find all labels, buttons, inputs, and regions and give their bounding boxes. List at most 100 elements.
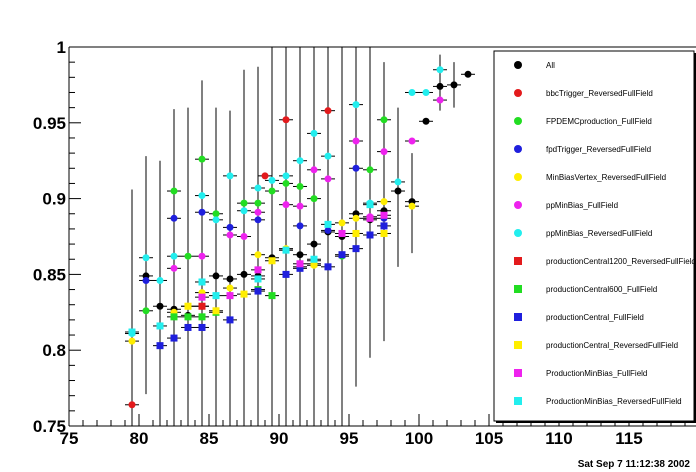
- data-point: [198, 278, 206, 286]
- data-point: [352, 164, 360, 172]
- data-point: [198, 155, 206, 163]
- y-tick-label: 0.75: [33, 417, 66, 436]
- legend-marker: [514, 173, 522, 181]
- data-point: [212, 307, 220, 315]
- x-tick-label: 90: [270, 429, 289, 448]
- data-point: [128, 401, 136, 409]
- data-point: [254, 251, 262, 259]
- data-point: [240, 207, 248, 215]
- y-tick-label: 0.95: [33, 114, 66, 133]
- data-point: [184, 313, 192, 321]
- legend-marker: [514, 61, 522, 69]
- data-point: [268, 257, 276, 265]
- data-point: [170, 214, 178, 222]
- data-point: [394, 178, 402, 186]
- data-point: [366, 166, 374, 174]
- data-point: [436, 82, 444, 90]
- x-tick-label: 100: [405, 429, 433, 448]
- data-point: [254, 216, 262, 224]
- legend-label: ProductionMinBias_ReversedFullField: [546, 397, 682, 406]
- data-point: [296, 260, 304, 268]
- x-tick-label: 110: [545, 429, 572, 448]
- data-point: [380, 229, 388, 237]
- data-point: [212, 292, 220, 300]
- x-tick-label: 115: [615, 429, 642, 448]
- data-point: [198, 313, 206, 321]
- data-point: [282, 270, 290, 278]
- data-point: [310, 260, 318, 268]
- data-point: [170, 252, 178, 260]
- data-point: [268, 292, 276, 300]
- data-point: [366, 214, 374, 222]
- data-point: [170, 187, 178, 195]
- data-point: [282, 201, 290, 209]
- data-point: [128, 337, 136, 345]
- data-point: [408, 88, 416, 96]
- data-point: [184, 252, 192, 260]
- data-point: [198, 323, 206, 331]
- data-point: [450, 81, 458, 89]
- x-tick-label: 75: [60, 429, 79, 448]
- data-point: [408, 137, 416, 145]
- legend-label: bbcTrigger_ReversedFullField: [546, 89, 653, 98]
- data-point: [226, 275, 234, 283]
- x-tick-label: 85: [200, 429, 219, 448]
- data-point: [352, 101, 360, 109]
- data-point: [422, 117, 430, 125]
- legend-label: ppMinBias_FullField: [546, 201, 618, 210]
- legend-box: [493, 50, 695, 422]
- legend-marker: [514, 313, 522, 321]
- legend-label: productionCentral_FullField: [546, 313, 644, 322]
- data-point: [170, 264, 178, 272]
- data-point: [254, 287, 262, 295]
- legend-label: productionCentral1200_ReversedFullField: [546, 257, 696, 266]
- data-point: [296, 251, 304, 259]
- y-tick-label: 1: [57, 38, 66, 57]
- legend-marker: [514, 369, 522, 377]
- data-point: [212, 272, 220, 280]
- data-point: [380, 211, 388, 219]
- data-point: [310, 255, 318, 263]
- x-tick-label: 80: [130, 429, 149, 448]
- y-tick-label: 0.9: [42, 190, 66, 209]
- data-point: [254, 275, 262, 283]
- legend-label: productionCentral600_FullField: [546, 285, 657, 294]
- data-point: [324, 175, 332, 183]
- data-point: [240, 290, 248, 298]
- data-point: [282, 179, 290, 187]
- data-point: [338, 219, 346, 227]
- data-point: [310, 129, 318, 137]
- data-point: [282, 172, 290, 180]
- data-point: [324, 220, 332, 228]
- timestamp-label: Sat Sep 7 11:12:38 2002: [577, 459, 690, 470]
- legend-marker: [514, 201, 522, 209]
- data-point: [310, 166, 318, 174]
- data-point: [198, 192, 206, 200]
- data-point: [268, 187, 276, 195]
- x-tick-label: 95: [340, 429, 359, 448]
- data-point: [366, 201, 374, 209]
- legend-label: FPDEMCproduction_FullField: [546, 117, 652, 126]
- data-point: [296, 222, 304, 230]
- data-point: [198, 302, 206, 310]
- legend-marker: [514, 397, 522, 405]
- data-point: [338, 251, 346, 259]
- data-point: [226, 231, 234, 239]
- legend-label: ProductionMinBias_FullField: [546, 369, 647, 378]
- data-point: [226, 292, 234, 300]
- data-point: [226, 284, 234, 292]
- data-point: [240, 233, 248, 240]
- data-point: [422, 88, 430, 96]
- data-point: [380, 116, 388, 124]
- legend-marker: [514, 89, 522, 97]
- data-point: [352, 214, 360, 222]
- data-point: [380, 148, 388, 156]
- data-point: [324, 152, 332, 160]
- data-point: [198, 208, 206, 216]
- data-point: [310, 240, 318, 248]
- data-point: [240, 199, 248, 207]
- data-point: [296, 202, 304, 210]
- legend-label: fpdTrigger_ReversedFullField: [546, 145, 651, 154]
- data-point: [156, 322, 164, 330]
- y-tick-label: 0.8: [42, 341, 66, 360]
